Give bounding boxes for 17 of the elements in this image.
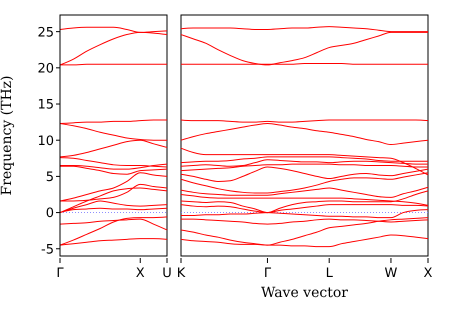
y-tick-label: 15 [37, 98, 54, 113]
y-tick-label: 0 [46, 206, 54, 222]
x-tick-label: W [384, 266, 398, 281]
y-tick-label: 25 [37, 25, 54, 40]
x-tick-label: K [176, 266, 186, 281]
y-tick-label: -5 [41, 242, 54, 258]
x-tick-label: U [162, 266, 172, 281]
x-tick-label: X [136, 266, 145, 281]
y-axis-title: Frequency (THz) [0, 75, 15, 196]
y-tick-label: 10 [37, 134, 54, 149]
x-tick-label: Γ [264, 266, 272, 281]
x-tick-label: L [326, 266, 334, 281]
y-tick-label: 20 [37, 61, 54, 76]
x-axis-title: Wave vector [261, 285, 348, 301]
x-tick-label: Γ [56, 266, 64, 281]
y-tick-label: 5 [46, 170, 54, 186]
x-tick-label: X [424, 266, 433, 281]
